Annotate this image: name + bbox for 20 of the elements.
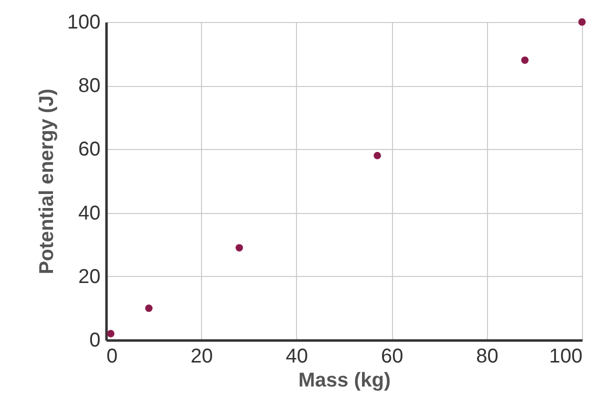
x-tick-label: 0 bbox=[106, 346, 118, 368]
y-tick-label: 20 bbox=[78, 266, 100, 288]
y-tick-label: 100 bbox=[67, 12, 100, 34]
y-tick-label: 0 bbox=[89, 330, 100, 352]
x-tick-label: 40 bbox=[286, 346, 308, 368]
y-tick-label: 80 bbox=[78, 75, 100, 98]
point bbox=[521, 56, 529, 64]
x-tick-label: 20 bbox=[190, 346, 213, 368]
x-axis-title: Mass (kg) bbox=[298, 370, 391, 392]
y-axis-title: Potential energy (J) bbox=[36, 88, 58, 274]
y-tick-label: 60 bbox=[78, 138, 100, 161]
x-tick-label: 100 bbox=[549, 346, 582, 368]
y-tick-label: 40 bbox=[78, 202, 100, 224]
point bbox=[374, 152, 382, 160]
x-tick-label: 60 bbox=[380, 346, 404, 368]
point bbox=[236, 244, 243, 252]
x-tick-label: 80 bbox=[476, 346, 498, 368]
point bbox=[107, 330, 114, 338]
point bbox=[145, 304, 153, 312]
point bbox=[578, 18, 586, 26]
